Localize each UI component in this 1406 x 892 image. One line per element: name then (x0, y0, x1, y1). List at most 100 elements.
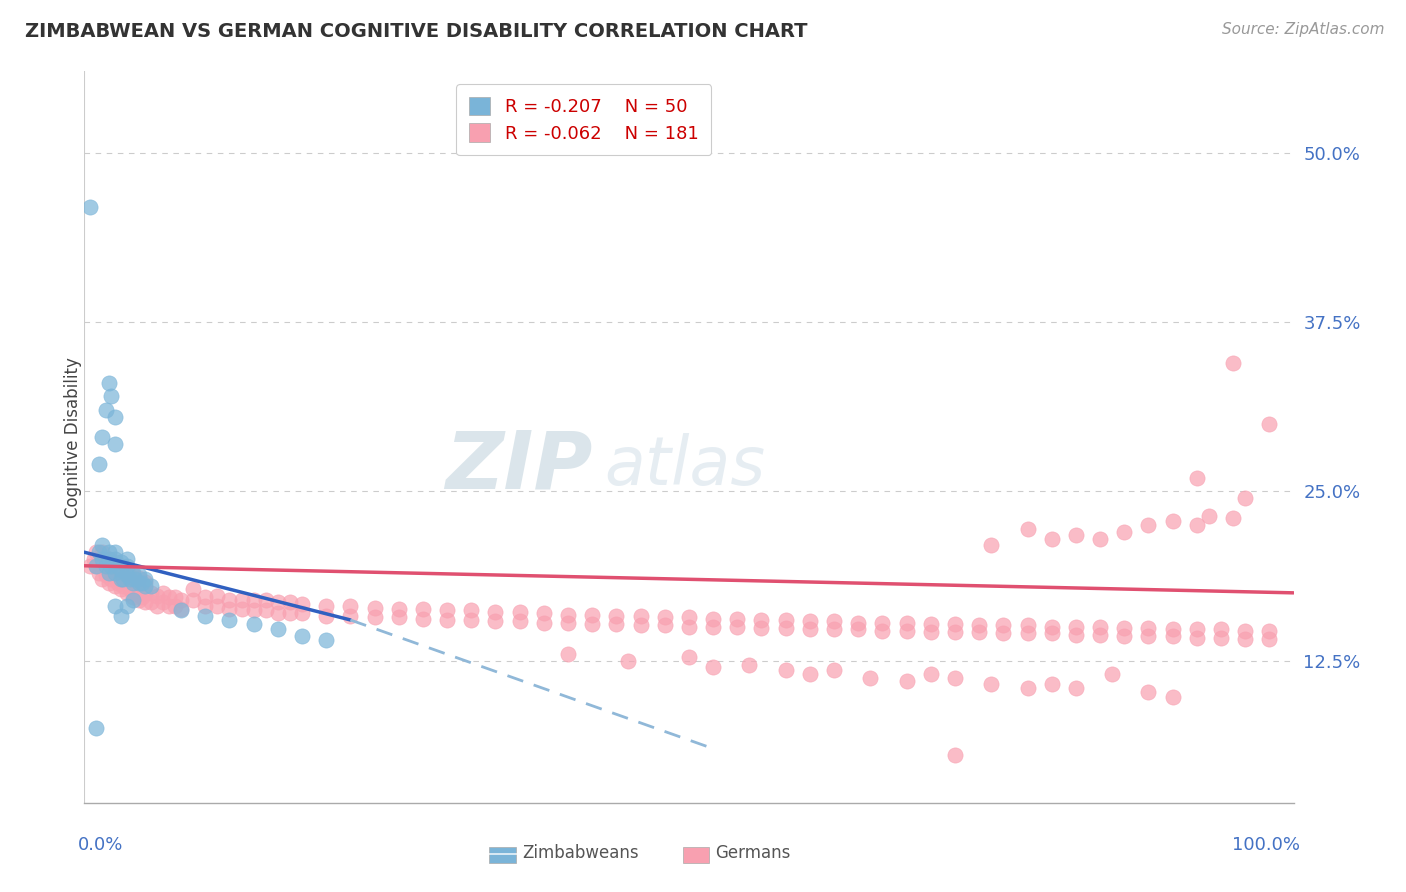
Point (388, 602, 411, 616)
Point (86, 721, 108, 735)
Point (134, 579, 156, 593)
Point (107, 576, 129, 591)
Point (100, 558, 122, 573)
Point (533, 615, 555, 630)
Point (533, 606, 555, 620)
Point (859, 671, 882, 685)
Point (1185, 631, 1208, 645)
Point (702, 611, 724, 625)
Point (617, 654, 640, 668)
Point (1017, 522, 1039, 536)
Point (231, 602, 253, 616)
Point (107, 558, 129, 573)
Point (436, 613, 458, 627)
Point (1088, 532, 1111, 546)
Point (1064, 527, 1087, 541)
Point (165, 590, 187, 604)
Point (218, 602, 240, 616)
Point (993, 618, 1015, 632)
Point (128, 592, 150, 607)
Point (115, 558, 138, 573)
Point (993, 626, 1015, 640)
Point (823, 623, 845, 637)
Point (267, 606, 290, 620)
Point (1137, 629, 1160, 643)
Point (1088, 620, 1111, 634)
Point (254, 592, 277, 607)
Point (170, 602, 193, 616)
Point (943, 625, 966, 640)
Point (581, 617, 603, 632)
Point (254, 603, 277, 617)
Point (967, 625, 990, 640)
Point (139, 586, 162, 600)
Point (134, 595, 156, 609)
Point (846, 623, 869, 637)
FancyBboxPatch shape (683, 847, 710, 863)
Point (91, 558, 114, 573)
Point (775, 621, 797, 635)
Point (94, 555, 117, 569)
Point (291, 629, 314, 643)
Point (91, 545, 114, 559)
Point (980, 538, 1002, 552)
Point (124, 586, 146, 600)
Point (654, 618, 676, 632)
Point (131, 576, 153, 591)
Point (799, 623, 821, 637)
Point (1258, 624, 1281, 638)
Point (104, 552, 127, 566)
Point (110, 555, 132, 569)
Text: ZIP: ZIP (444, 427, 592, 506)
Point (1161, 623, 1184, 637)
Point (823, 615, 845, 629)
Point (110, 558, 132, 573)
Point (1040, 676, 1063, 690)
Point (920, 617, 942, 632)
Point (218, 592, 240, 607)
Point (1040, 532, 1063, 546)
Point (87, 566, 110, 580)
Point (1222, 511, 1244, 525)
Point (97, 576, 120, 591)
Point (128, 582, 150, 596)
Point (460, 603, 482, 617)
Point (115, 599, 138, 614)
Point (799, 615, 821, 629)
Point (194, 608, 217, 623)
Point (146, 599, 169, 614)
Point (104, 579, 127, 593)
Point (920, 625, 942, 640)
Point (1185, 518, 1208, 533)
Point (436, 603, 458, 617)
Point (115, 568, 138, 582)
Point (121, 590, 143, 604)
Point (278, 606, 301, 620)
Point (460, 613, 482, 627)
Point (115, 563, 138, 577)
Point (1185, 623, 1208, 637)
Point (152, 586, 174, 600)
Point (1017, 681, 1039, 695)
Point (702, 620, 724, 634)
Point (97, 563, 120, 577)
Point (1137, 621, 1160, 635)
Point (170, 603, 193, 617)
Point (605, 617, 627, 632)
Point (823, 663, 845, 677)
Point (79, 558, 101, 573)
Point (170, 592, 193, 607)
Point (121, 566, 143, 580)
Y-axis label: Cognitive Disability: Cognitive Disability (65, 357, 82, 517)
Point (207, 599, 229, 614)
Point (678, 620, 700, 634)
Point (1185, 471, 1208, 485)
Point (315, 633, 337, 648)
Point (1137, 518, 1160, 533)
Point (121, 579, 143, 593)
Point (1161, 514, 1184, 528)
Point (139, 595, 162, 609)
Point (943, 748, 966, 763)
Point (484, 615, 506, 629)
Point (1114, 629, 1136, 643)
